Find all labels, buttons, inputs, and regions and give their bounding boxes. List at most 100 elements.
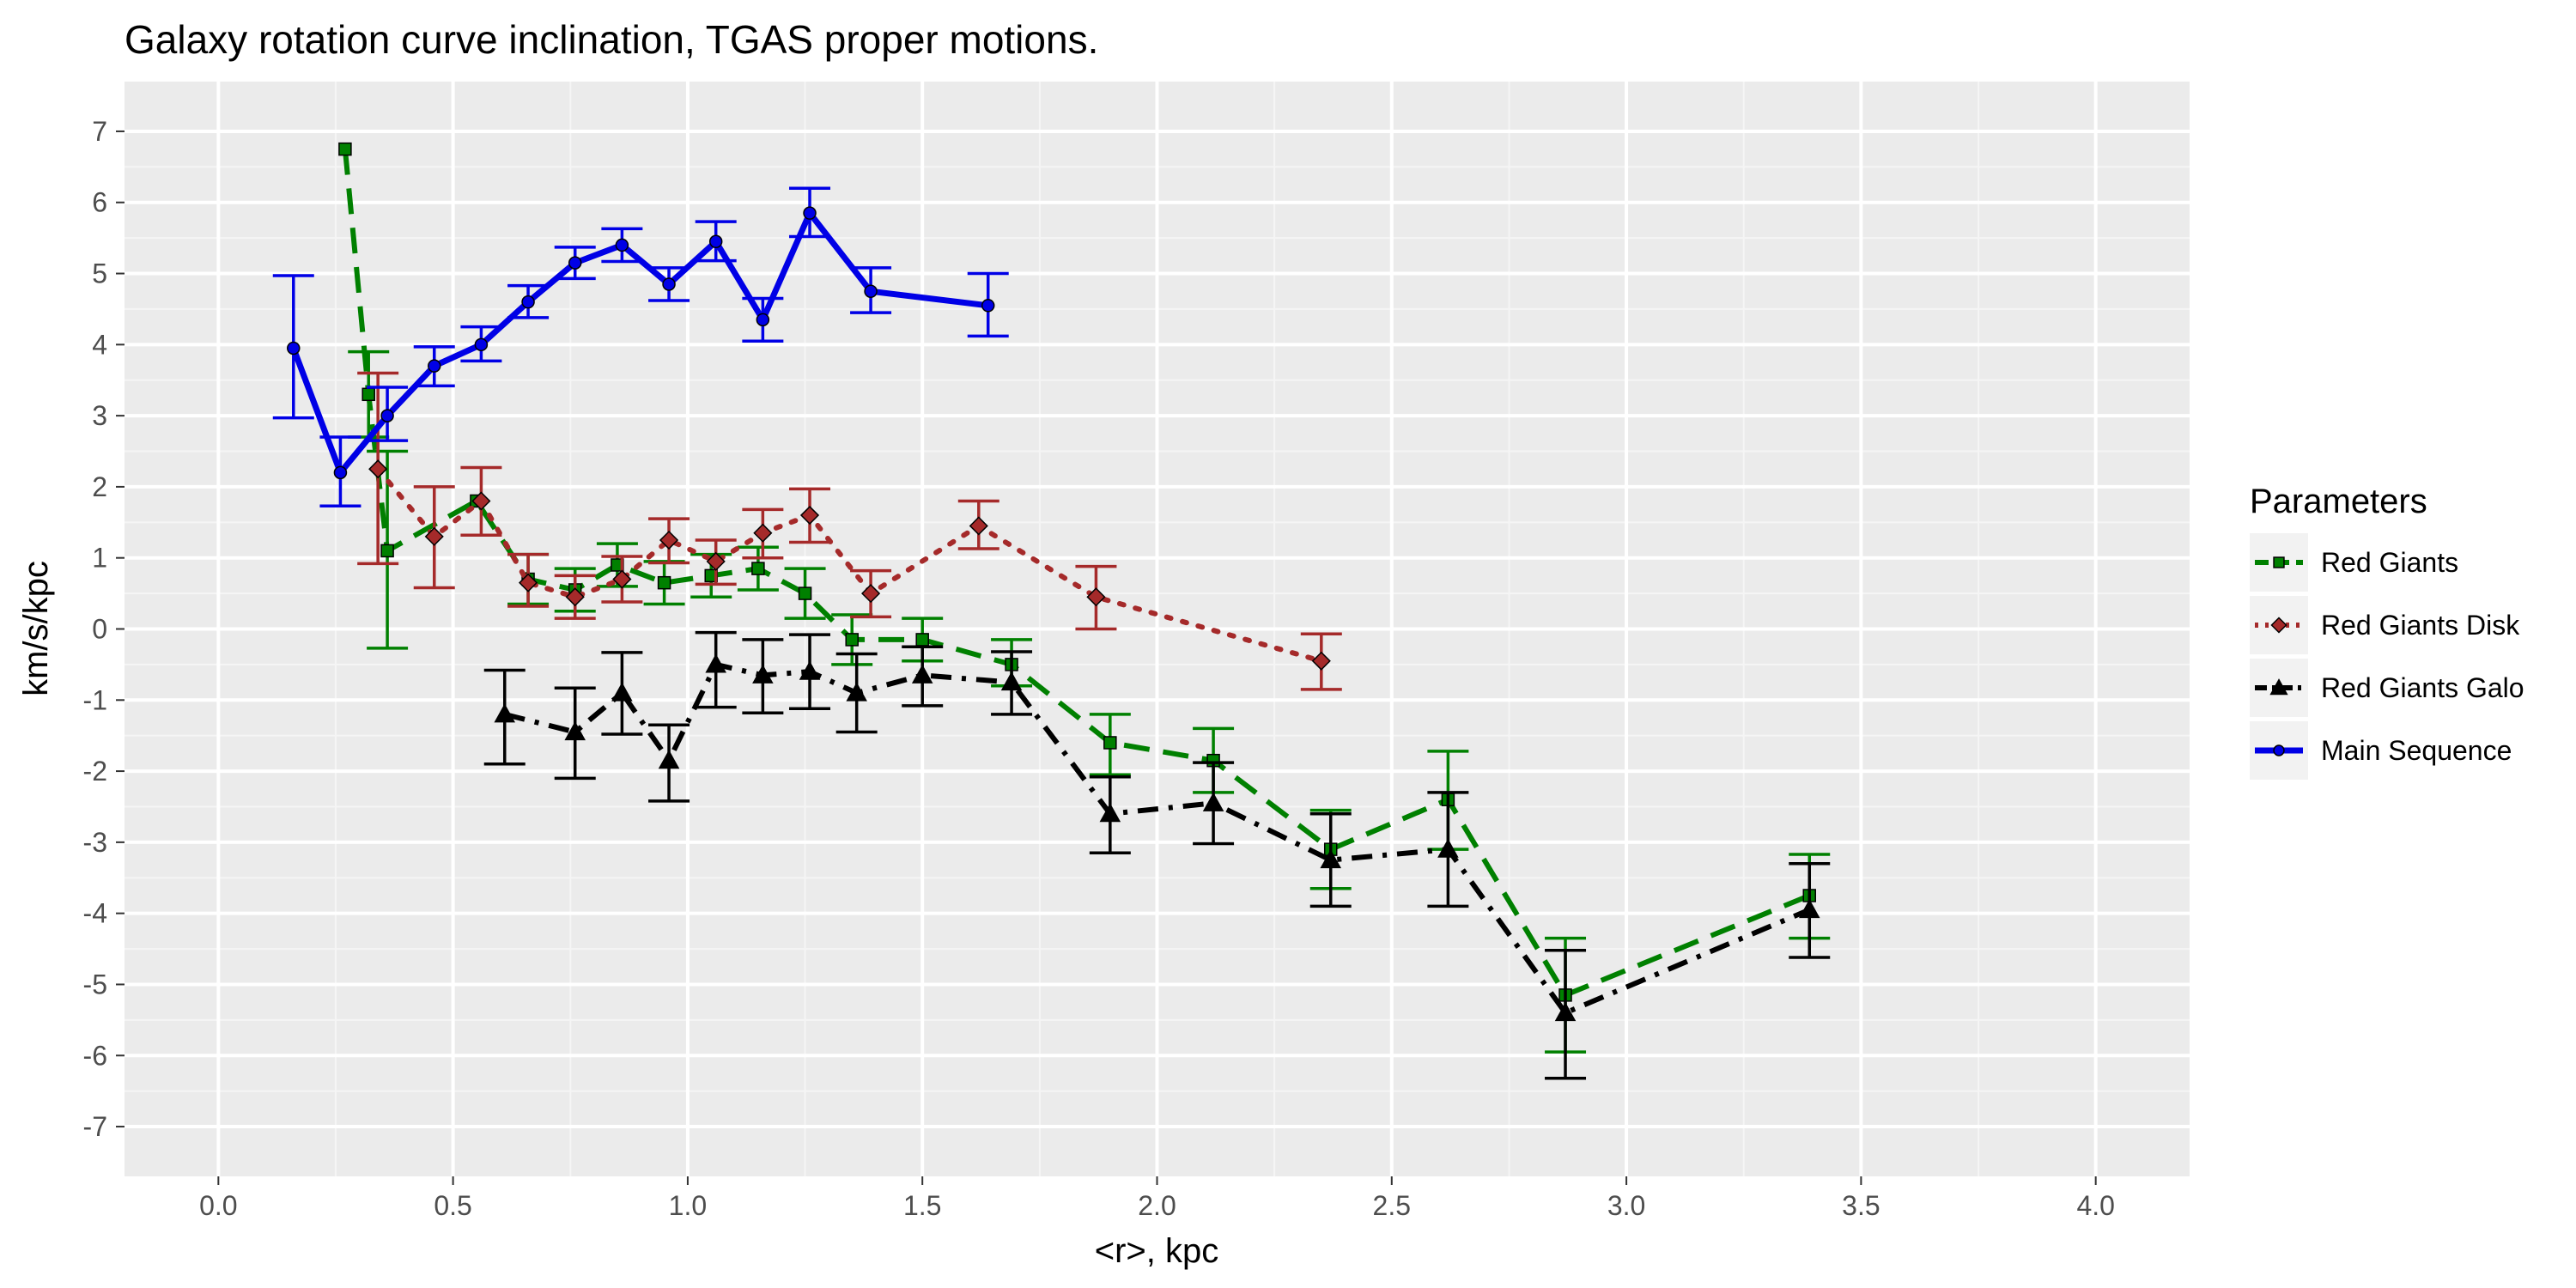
legend-label: Red Giants Disk <box>2321 610 2520 641</box>
data-point <box>1103 736 1117 750</box>
grid <box>125 82 2190 1176</box>
legend-item: Red Giants <box>2250 533 2458 592</box>
legend-item: Main Sequence <box>2250 721 2512 780</box>
data-point <box>1099 803 1121 823</box>
data-point <box>911 664 933 683</box>
data-point <box>658 750 680 769</box>
x-tick-label: 0.0 <box>199 1190 237 1221</box>
data-point <box>659 530 679 550</box>
legend-key-marker <box>2273 556 2285 568</box>
data-point <box>1798 898 1820 919</box>
y-tick-label: -3 <box>83 827 107 858</box>
data-point <box>1311 651 1331 671</box>
legend-key-marker <box>2273 744 2285 756</box>
y-tick-label: 4 <box>92 329 107 360</box>
data-point <box>519 573 538 592</box>
data-point <box>361 387 375 402</box>
y-tick-label: -6 <box>83 1040 107 1071</box>
legend-key-marker <box>2270 617 2287 634</box>
legend-label: Main Sequence <box>2321 735 2512 766</box>
data-point <box>799 660 821 680</box>
data-point <box>568 256 582 270</box>
data-point <box>864 284 878 298</box>
data-point <box>380 409 394 422</box>
data-point <box>1086 587 1106 607</box>
data-point <box>1000 671 1023 691</box>
data-point <box>611 682 633 702</box>
x-axis-title: <r>, kpc <box>1095 1232 1219 1270</box>
series-main-sequence <box>272 186 1009 508</box>
series-red-giants-disk <box>357 371 1342 691</box>
data-point <box>981 299 995 313</box>
legend-label: Red Giants Galo <box>2321 672 2524 703</box>
data-point <box>564 721 586 741</box>
data-point <box>1320 849 1342 869</box>
y-tick-label: -7 <box>83 1111 107 1142</box>
data-point <box>1202 792 1224 811</box>
data-point <box>708 234 723 249</box>
y-tick-label: 5 <box>92 258 107 289</box>
x-tick-label: 3.5 <box>1842 1190 1880 1221</box>
data-point <box>845 633 859 647</box>
y-tick-label: 1 <box>92 543 107 574</box>
y-tick-label: -5 <box>83 969 107 999</box>
x-tick-label: 2.5 <box>1373 1190 1411 1221</box>
x-axis: 0.0 0.5 1.0 1.5 2.0 2.5 3.0 3.5 4.0 <box>199 1176 2115 1221</box>
data-point <box>338 142 352 156</box>
x-tick-label: 1.0 <box>669 1190 707 1221</box>
data-point <box>424 526 444 546</box>
data-point <box>756 313 770 327</box>
y-tick-label: -2 <box>83 756 107 787</box>
data-point <box>705 653 726 673</box>
y-tick-label: 2 <box>92 471 107 502</box>
data-point <box>615 238 629 252</box>
legend: Parameters Red Giants Red Giants Disk Red … <box>2250 483 2524 780</box>
data-point <box>287 341 301 355</box>
x-tick-label: 1.5 <box>903 1190 941 1221</box>
y-tick-label: -1 <box>83 684 107 715</box>
data-point <box>706 551 726 571</box>
data-point <box>1437 838 1459 858</box>
x-tick-label: 4.0 <box>2076 1190 2114 1221</box>
data-point <box>521 295 535 309</box>
data-point <box>662 277 676 291</box>
data-point <box>474 337 489 352</box>
data-point <box>380 544 394 558</box>
series-red-giants-galo <box>483 630 1831 1080</box>
y-axis-title: km/s/kpc <box>17 561 55 696</box>
data-point <box>333 465 348 480</box>
data-point <box>798 586 812 600</box>
data-point <box>471 491 491 511</box>
x-tick-label: 3.0 <box>1607 1190 1645 1221</box>
x-tick-label: 2.0 <box>1138 1190 1176 1221</box>
data-point <box>751 562 765 575</box>
legend-item: Red Giants Disk <box>2250 596 2520 654</box>
data-point <box>428 359 441 373</box>
data-point <box>799 505 820 526</box>
data-point <box>753 523 773 543</box>
series-line <box>290 210 989 476</box>
y-tick-label: -4 <box>83 898 107 929</box>
y-axis: 7 6 5 4 3 2 1 0 -1 -2 -3 -4 -5 -6 -7 <box>83 116 125 1142</box>
series-line <box>375 466 1324 664</box>
data-point <box>565 587 585 607</box>
legend-item: Red Giants Galo <box>2250 659 2524 717</box>
data-point <box>368 459 388 479</box>
data-point <box>1554 1002 1577 1022</box>
x-tick-label: 0.5 <box>434 1190 471 1221</box>
chart-title: Galaxy rotation curve inclination, TGAS … <box>125 17 1098 62</box>
data-point <box>612 569 632 589</box>
data-point <box>969 516 988 536</box>
y-tick-label: 7 <box>92 116 107 147</box>
data-point <box>494 703 516 723</box>
y-tick-label: 0 <box>92 614 107 645</box>
series-layer <box>272 142 1831 1080</box>
y-tick-label: 3 <box>92 400 107 431</box>
data-point <box>915 633 929 647</box>
data-point <box>752 664 774 683</box>
data-point <box>803 206 817 220</box>
legend-label: Red Giants <box>2321 547 2458 578</box>
legend-key-marker <box>2269 678 2288 696</box>
